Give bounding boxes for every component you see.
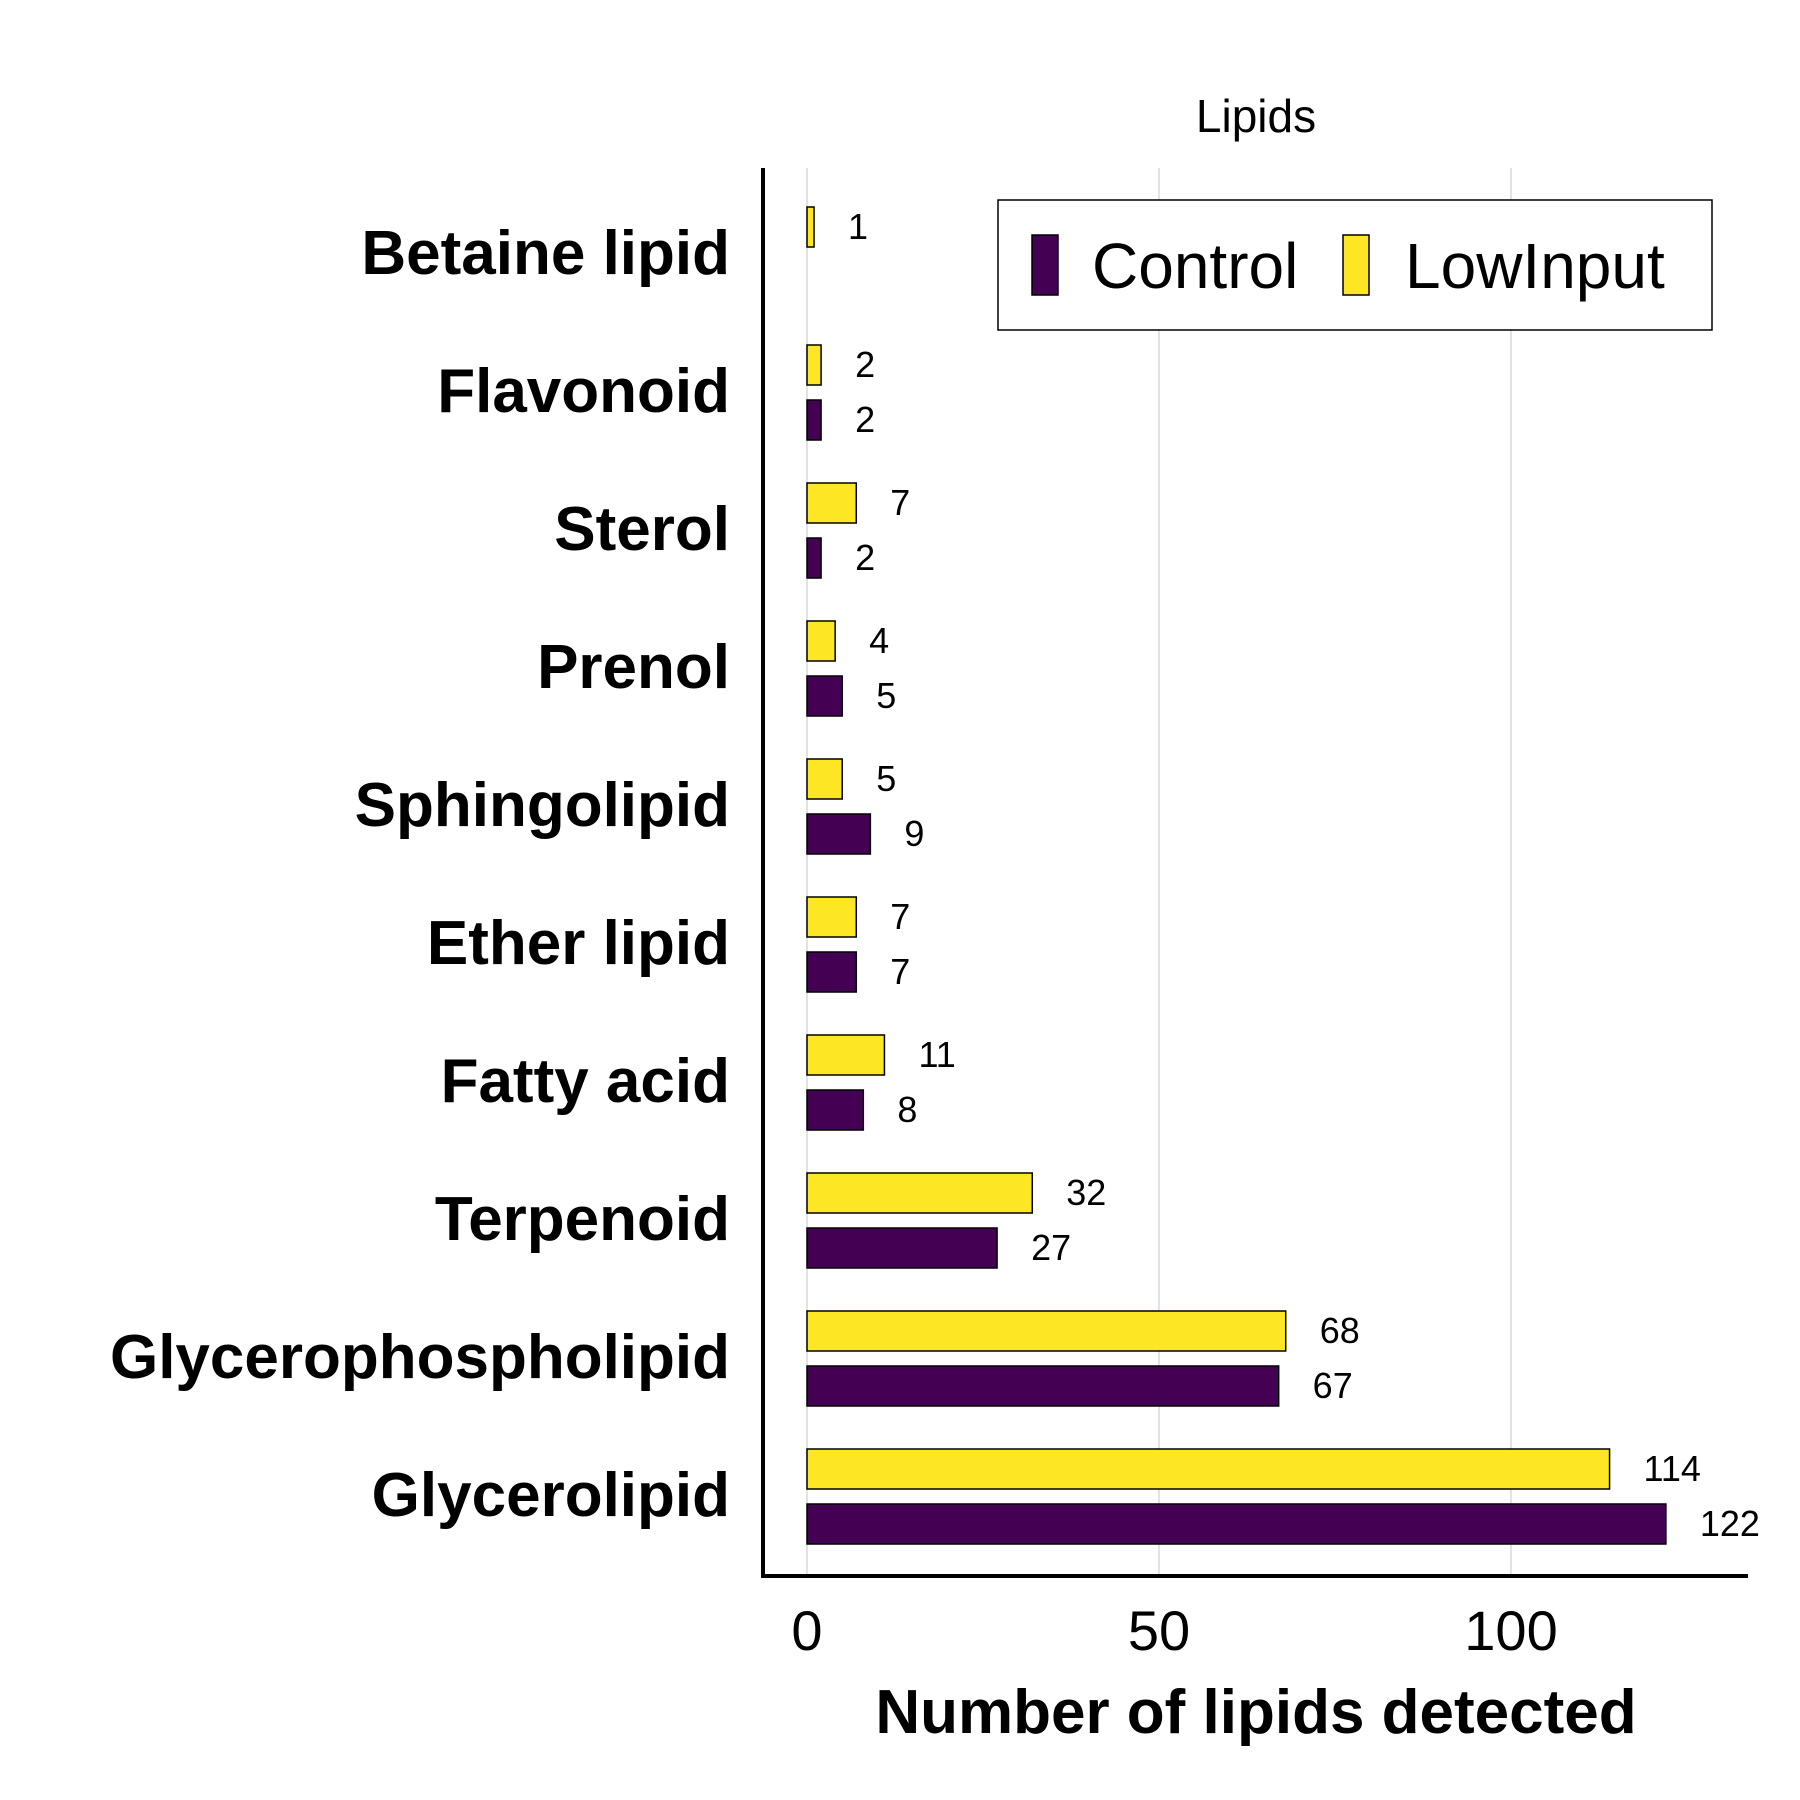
legend-swatch-lowinput <box>1342 234 1370 296</box>
value-label: 7 <box>890 896 910 937</box>
bar-lowinput <box>806 206 815 248</box>
value-label: 2 <box>855 537 875 578</box>
bar-control <box>806 813 872 855</box>
bar-lowinput <box>806 482 858 524</box>
bar-lowinput <box>806 896 858 938</box>
bar-lowinput <box>806 1310 1287 1352</box>
bar-control <box>806 1365 1280 1407</box>
bar-lowinput <box>806 1034 886 1076</box>
value-label: 27 <box>1031 1227 1071 1268</box>
x-tick-labels: 0 50 100 <box>791 1599 1557 1662</box>
bars <box>806 206 1667 1545</box>
category-labels: Betaine lipid Flavonoid Sterol Prenol Sphing… <box>110 219 730 1530</box>
gridlines <box>806 168 1512 1576</box>
value-label: 68 <box>1320 1310 1360 1351</box>
legend-label-control: Control <box>1092 230 1298 302</box>
category-label: Flavonoid <box>437 357 730 426</box>
legend: Control LowInput <box>997 199 1713 331</box>
category-label: Glycerolipid <box>372 1461 730 1530</box>
bar-lowinput <box>806 344 822 386</box>
value-label: 5 <box>876 675 896 716</box>
value-label: 114 <box>1644 1448 1701 1489</box>
bar-control <box>806 951 858 993</box>
x-tick-label: 50 <box>1128 1599 1190 1662</box>
x-axis-title: Number of lipids detected <box>875 1678 1636 1747</box>
bar-control <box>806 1227 998 1269</box>
category-label: Glycerophospholipid <box>110 1323 730 1392</box>
value-label: 1 <box>848 206 868 247</box>
value-label: 8 <box>897 1089 917 1130</box>
legend-swatch-control <box>1031 234 1059 296</box>
bar-control <box>806 675 843 717</box>
legend-label-lowinput: LowInput <box>1405 230 1665 302</box>
facet-title: Lipids <box>1196 90 1316 142</box>
value-label: 2 <box>855 399 875 440</box>
bar-lowinput <box>806 758 843 800</box>
value-label: 7 <box>890 951 910 992</box>
bar-lowinput <box>806 620 836 662</box>
x-tick-label: 100 <box>1464 1599 1557 1662</box>
bar-control <box>806 537 822 579</box>
bar-control <box>806 1503 1667 1545</box>
value-label: 122 <box>1700 1503 1760 1544</box>
value-label: 11 <box>918 1034 955 1075</box>
category-label: Ether lipid <box>427 909 730 978</box>
category-label: Sterol <box>554 495 730 564</box>
x-tick-label: 0 <box>791 1599 822 1662</box>
value-label: 67 <box>1313 1365 1353 1406</box>
category-label: Sphingolipid <box>355 771 730 840</box>
bar-control <box>806 399 822 441</box>
category-label: Prenol <box>537 633 730 702</box>
bar-lowinput <box>806 1448 1611 1490</box>
bar-lowinput <box>806 1172 1034 1214</box>
axes <box>761 168 1748 1578</box>
value-label: 9 <box>904 813 924 854</box>
category-label: Terpenoid <box>435 1185 730 1254</box>
value-label: 2 <box>855 344 875 385</box>
bar-control <box>806 1089 865 1131</box>
category-label: Betaine lipid <box>361 219 730 288</box>
value-label: 32 <box>1066 1172 1106 1213</box>
value-label: 4 <box>869 620 889 661</box>
category-label: Fatty acid <box>441 1047 730 1116</box>
value-label: 5 <box>876 758 896 799</box>
value-label: 7 <box>890 482 910 523</box>
